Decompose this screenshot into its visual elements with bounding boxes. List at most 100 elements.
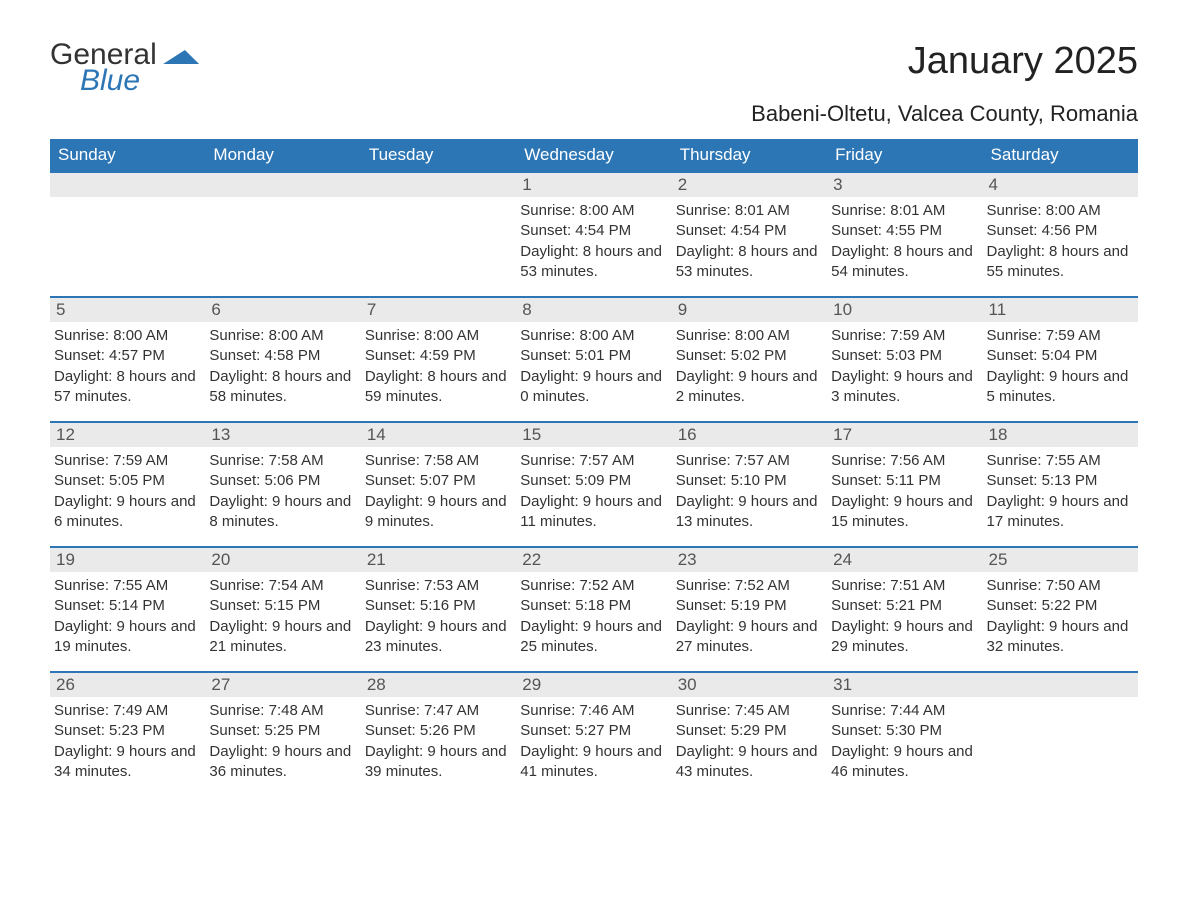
sunset-text: Sunset: 5:19 PM	[676, 596, 823, 616]
sunrise-text: Sunrise: 8:00 AM	[365, 326, 512, 346]
weekday-header-cell: Monday	[205, 139, 360, 171]
page-header: General Blue January 2025 Babeni-Oltetu,…	[50, 40, 1138, 127]
daylight-text: Daylight: 9 hours and 23 minutes.	[365, 617, 512, 658]
daylight-text: Daylight: 9 hours and 2 minutes.	[676, 367, 823, 408]
day-cell: 5Sunrise: 8:00 AMSunset: 4:57 PMDaylight…	[50, 298, 205, 407]
day-content: Sunrise: 7:56 AMSunset: 5:11 PMDaylight:…	[827, 447, 982, 532]
daylight-text: Daylight: 9 hours and 32 minutes.	[987, 617, 1134, 658]
sunrise-text: Sunrise: 7:59 AM	[831, 326, 978, 346]
day-content: Sunrise: 7:47 AMSunset: 5:26 PMDaylight:…	[361, 697, 516, 782]
sunset-text: Sunset: 4:58 PM	[209, 346, 356, 366]
day-number: 26	[50, 673, 205, 697]
day-content: Sunrise: 7:54 AMSunset: 5:15 PMDaylight:…	[205, 572, 360, 657]
daylight-text: Daylight: 9 hours and 13 minutes.	[676, 492, 823, 533]
sunrise-text: Sunrise: 7:52 AM	[520, 576, 667, 596]
weekday-header-cell: Friday	[827, 139, 982, 171]
day-number: 10	[827, 298, 982, 322]
day-content: Sunrise: 8:00 AMSunset: 5:01 PMDaylight:…	[516, 322, 671, 407]
day-number: 19	[50, 548, 205, 572]
day-number: 14	[361, 423, 516, 447]
day-number: 18	[983, 423, 1138, 447]
sunset-text: Sunset: 4:59 PM	[365, 346, 512, 366]
day-cell: 21Sunrise: 7:53 AMSunset: 5:16 PMDayligh…	[361, 548, 516, 657]
daylight-text: Daylight: 9 hours and 43 minutes.	[676, 742, 823, 783]
sunset-text: Sunset: 5:21 PM	[831, 596, 978, 616]
day-cell: 16Sunrise: 7:57 AMSunset: 5:10 PMDayligh…	[672, 423, 827, 532]
sunset-text: Sunset: 4:57 PM	[54, 346, 201, 366]
day-content: Sunrise: 7:59 AMSunset: 5:05 PMDaylight:…	[50, 447, 205, 532]
day-number: 28	[361, 673, 516, 697]
sunrise-text: Sunrise: 8:00 AM	[676, 326, 823, 346]
sunrise-text: Sunrise: 7:58 AM	[365, 451, 512, 471]
day-content: Sunrise: 7:53 AMSunset: 5:16 PMDaylight:…	[361, 572, 516, 657]
sunrise-text: Sunrise: 7:59 AM	[54, 451, 201, 471]
day-content: Sunrise: 7:48 AMSunset: 5:25 PMDaylight:…	[205, 697, 360, 782]
day-content: Sunrise: 7:57 AMSunset: 5:10 PMDaylight:…	[672, 447, 827, 532]
logo-text: General Blue	[50, 40, 201, 96]
daylight-text: Daylight: 9 hours and 3 minutes.	[831, 367, 978, 408]
day-number: 25	[983, 548, 1138, 572]
day-cell: 4Sunrise: 8:00 AMSunset: 4:56 PMDaylight…	[983, 173, 1138, 282]
sunset-text: Sunset: 5:07 PM	[365, 471, 512, 491]
day-content: Sunrise: 7:52 AMSunset: 5:18 PMDaylight:…	[516, 572, 671, 657]
day-cell: 13Sunrise: 7:58 AMSunset: 5:06 PMDayligh…	[205, 423, 360, 532]
sunrise-text: Sunrise: 7:55 AM	[54, 576, 201, 596]
weeks-container: 1Sunrise: 8:00 AMSunset: 4:54 PMDaylight…	[50, 171, 1138, 782]
sunrise-text: Sunrise: 7:54 AM	[209, 576, 356, 596]
empty-day-bar	[983, 673, 1138, 697]
sunrise-text: Sunrise: 7:53 AM	[365, 576, 512, 596]
daylight-text: Daylight: 9 hours and 29 minutes.	[831, 617, 978, 658]
day-cell: 2Sunrise: 8:01 AMSunset: 4:54 PMDaylight…	[672, 173, 827, 282]
sunrise-text: Sunrise: 7:58 AM	[209, 451, 356, 471]
day-number: 20	[205, 548, 360, 572]
empty-day-cell	[361, 173, 516, 282]
day-cell: 29Sunrise: 7:46 AMSunset: 5:27 PMDayligh…	[516, 673, 671, 782]
day-cell: 6Sunrise: 8:00 AMSunset: 4:58 PMDaylight…	[205, 298, 360, 407]
daylight-text: Daylight: 9 hours and 9 minutes.	[365, 492, 512, 533]
sunset-text: Sunset: 5:10 PM	[676, 471, 823, 491]
weekday-header-cell: Wednesday	[516, 139, 671, 171]
day-number: 4	[983, 173, 1138, 197]
sunset-text: Sunset: 5:15 PM	[209, 596, 356, 616]
sunset-text: Sunset: 5:04 PM	[987, 346, 1134, 366]
day-content: Sunrise: 7:57 AMSunset: 5:09 PMDaylight:…	[516, 447, 671, 532]
day-cell: 9Sunrise: 8:00 AMSunset: 5:02 PMDaylight…	[672, 298, 827, 407]
logo-sail-icon	[163, 50, 203, 64]
sunset-text: Sunset: 5:11 PM	[831, 471, 978, 491]
daylight-text: Daylight: 8 hours and 53 minutes.	[676, 242, 823, 283]
sunrise-text: Sunrise: 7:51 AM	[831, 576, 978, 596]
daylight-text: Daylight: 9 hours and 36 minutes.	[209, 742, 356, 783]
day-content: Sunrise: 7:44 AMSunset: 5:30 PMDaylight:…	[827, 697, 982, 782]
sunrise-text: Sunrise: 7:47 AM	[365, 701, 512, 721]
empty-day-cell	[983, 673, 1138, 782]
daylight-text: Daylight: 9 hours and 19 minutes.	[54, 617, 201, 658]
sunset-text: Sunset: 5:03 PM	[831, 346, 978, 366]
day-cell: 25Sunrise: 7:50 AMSunset: 5:22 PMDayligh…	[983, 548, 1138, 657]
sunrise-text: Sunrise: 8:00 AM	[520, 201, 667, 221]
day-number: 7	[361, 298, 516, 322]
sunset-text: Sunset: 5:02 PM	[676, 346, 823, 366]
day-cell: 11Sunrise: 7:59 AMSunset: 5:04 PMDayligh…	[983, 298, 1138, 407]
daylight-text: Daylight: 8 hours and 53 minutes.	[520, 242, 667, 283]
day-content: Sunrise: 8:00 AMSunset: 5:02 PMDaylight:…	[672, 322, 827, 407]
day-content: Sunrise: 7:50 AMSunset: 5:22 PMDaylight:…	[983, 572, 1138, 657]
title-block: January 2025 Babeni-Oltetu, Valcea Count…	[751, 40, 1138, 127]
day-number: 16	[672, 423, 827, 447]
sunrise-text: Sunrise: 7:50 AM	[987, 576, 1134, 596]
daylight-text: Daylight: 8 hours and 57 minutes.	[54, 367, 201, 408]
sunset-text: Sunset: 5:18 PM	[520, 596, 667, 616]
day-cell: 23Sunrise: 7:52 AMSunset: 5:19 PMDayligh…	[672, 548, 827, 657]
day-content: Sunrise: 7:58 AMSunset: 5:07 PMDaylight:…	[361, 447, 516, 532]
weekday-header-row: SundayMondayTuesdayWednesdayThursdayFrid…	[50, 139, 1138, 171]
weekday-header-cell: Tuesday	[361, 139, 516, 171]
day-content: Sunrise: 7:58 AMSunset: 5:06 PMDaylight:…	[205, 447, 360, 532]
day-cell: 22Sunrise: 7:52 AMSunset: 5:18 PMDayligh…	[516, 548, 671, 657]
sunrise-text: Sunrise: 7:46 AM	[520, 701, 667, 721]
daylight-text: Daylight: 8 hours and 55 minutes.	[987, 242, 1134, 283]
day-cell: 8Sunrise: 8:00 AMSunset: 5:01 PMDaylight…	[516, 298, 671, 407]
day-number: 31	[827, 673, 982, 697]
day-number: 2	[672, 173, 827, 197]
sunset-text: Sunset: 5:05 PM	[54, 471, 201, 491]
day-cell: 12Sunrise: 7:59 AMSunset: 5:05 PMDayligh…	[50, 423, 205, 532]
sunrise-text: Sunrise: 7:55 AM	[987, 451, 1134, 471]
